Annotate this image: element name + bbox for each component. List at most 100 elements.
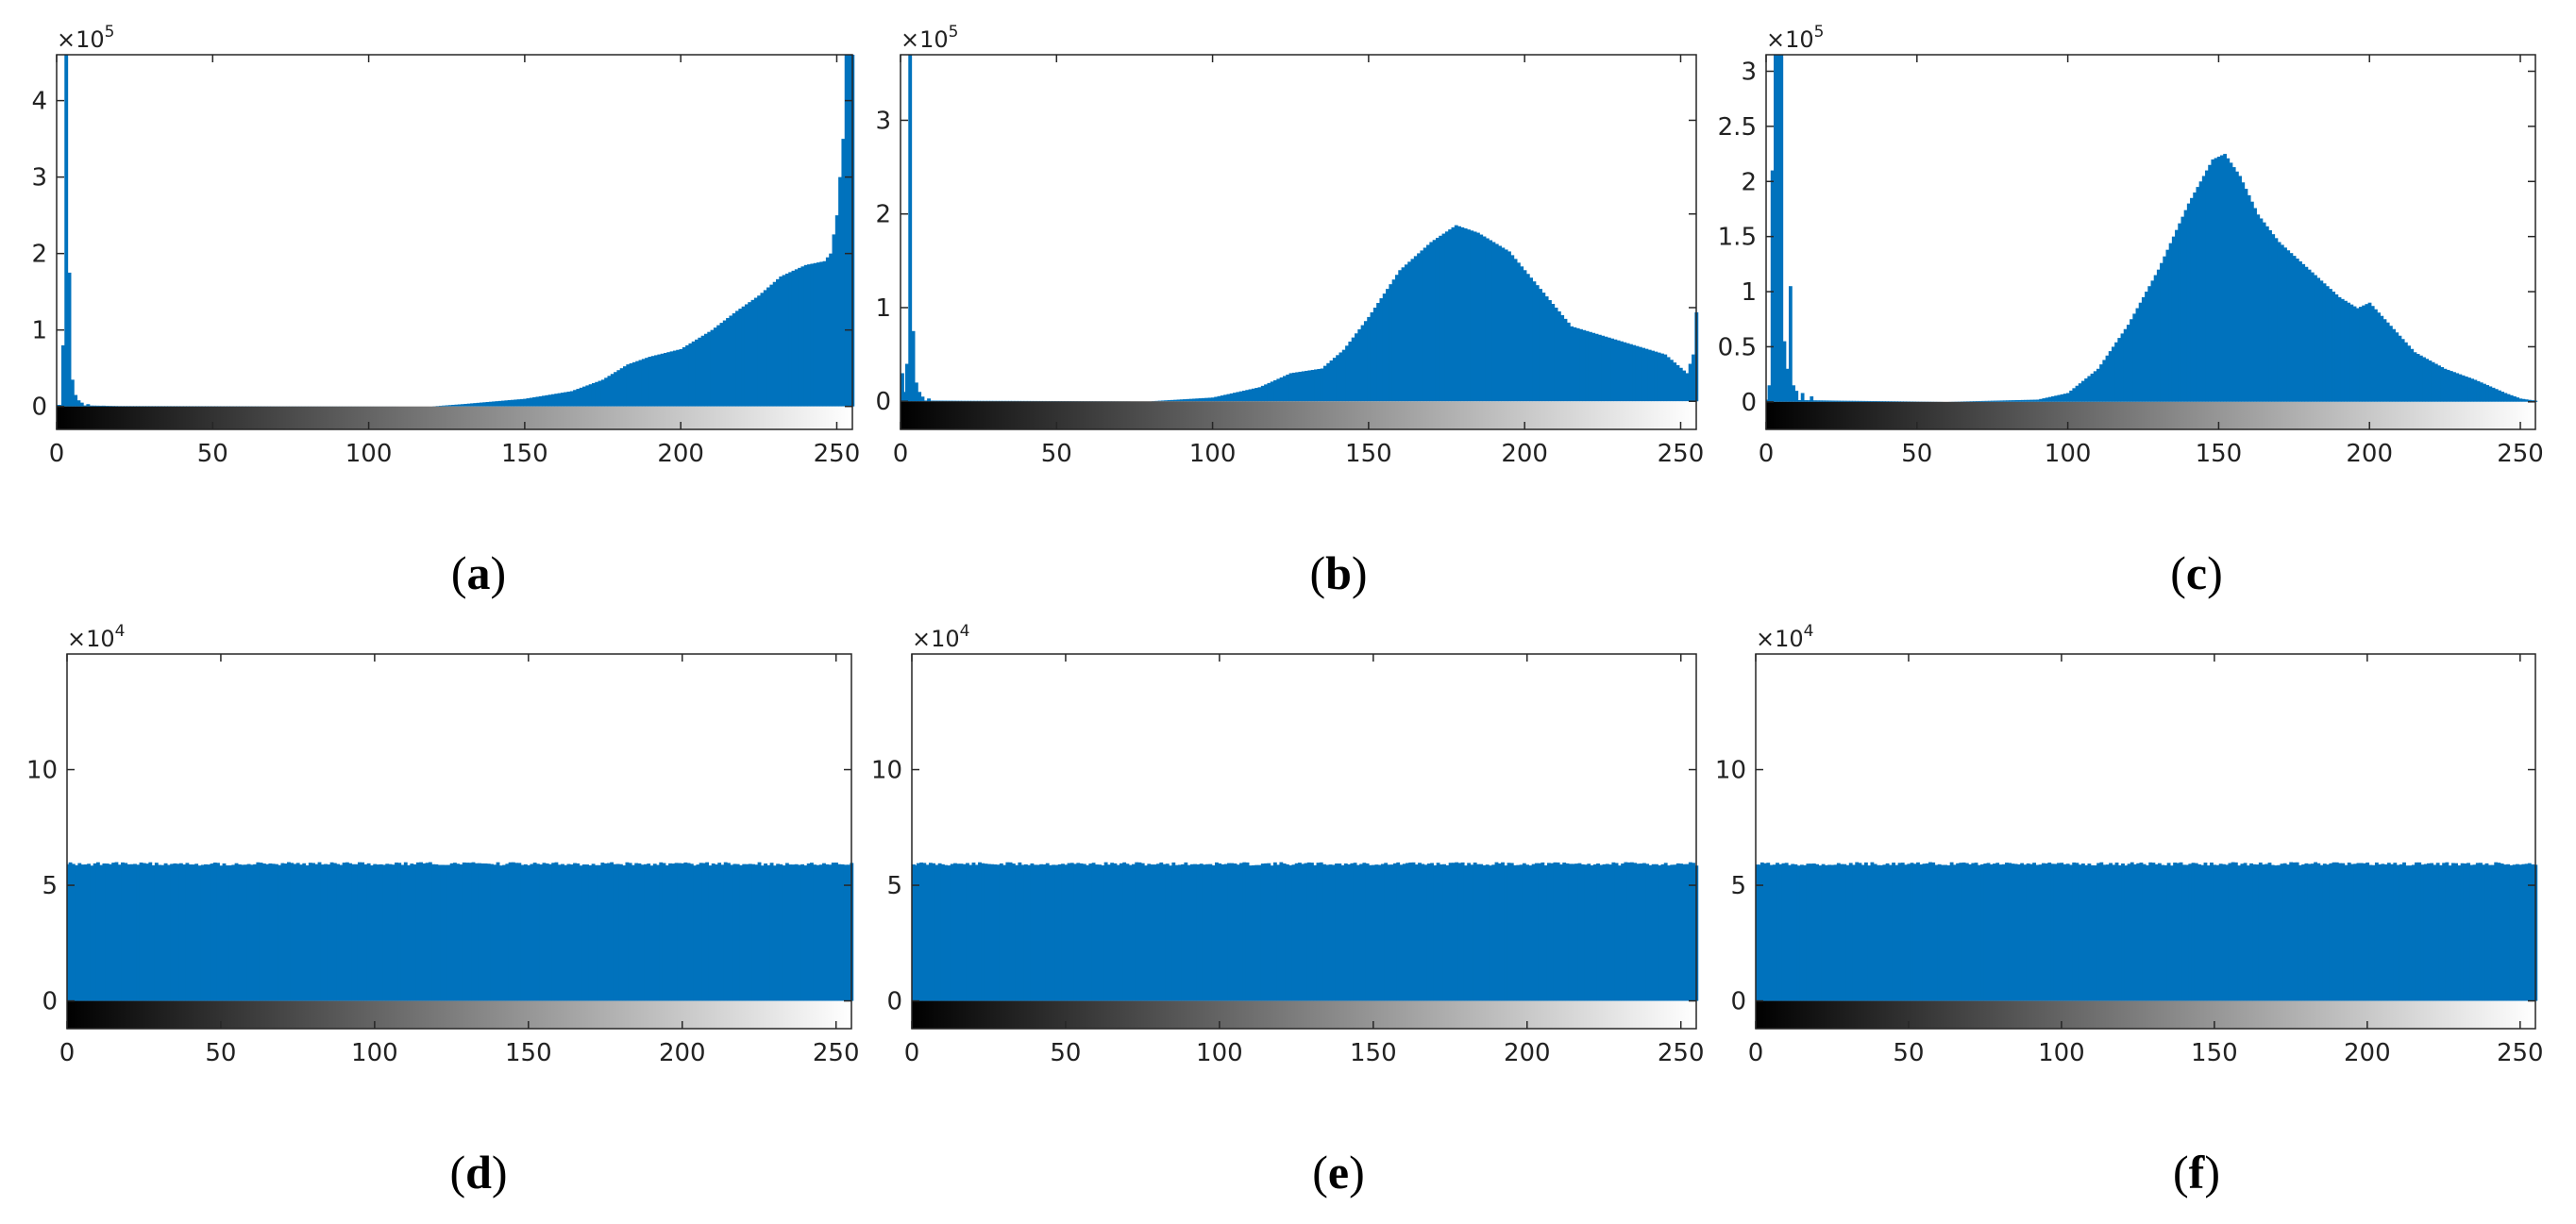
bar	[1355, 864, 1360, 1001]
bar	[2099, 364, 2103, 402]
bar	[2154, 864, 2159, 1001]
bar	[1891, 401, 1895, 402]
y-tick-label: 1	[875, 294, 891, 323]
bar	[2338, 863, 2342, 1001]
bar	[1079, 863, 1084, 1001]
bar	[1818, 400, 1823, 402]
bar	[1270, 381, 1274, 402]
bar	[714, 864, 718, 1001]
bar	[1685, 373, 1690, 402]
bar	[695, 339, 699, 407]
bar	[1590, 864, 1594, 1001]
bar	[841, 139, 846, 407]
bar	[2123, 328, 2128, 402]
bar	[1491, 864, 1496, 1001]
bar	[2036, 399, 2040, 402]
bar	[1647, 349, 1652, 402]
bar	[1188, 398, 1193, 402]
bar	[2301, 864, 2306, 1001]
bar	[2469, 864, 2474, 1001]
bar	[2216, 157, 2221, 402]
bar	[1386, 289, 1389, 402]
bar	[607, 376, 612, 407]
bar	[816, 864, 820, 1001]
bar	[631, 864, 635, 1001]
bar	[1132, 864, 1136, 1001]
bar	[1987, 400, 1992, 402]
bar	[2069, 864, 2073, 1001]
bar	[751, 864, 755, 1001]
bar	[2130, 862, 2134, 1001]
bar	[1404, 264, 1408, 402]
bar	[2081, 380, 2085, 402]
bar	[2102, 864, 2107, 1001]
bar	[1980, 864, 1984, 1001]
bar	[650, 356, 655, 407]
bar	[178, 863, 183, 1001]
bar	[981, 863, 985, 1001]
bar	[463, 403, 468, 407]
bar	[1848, 400, 1853, 402]
bar	[1599, 864, 1604, 1001]
bar	[136, 864, 141, 1001]
bar	[2286, 864, 2290, 1001]
bar	[1144, 865, 1148, 1001]
bar	[2151, 863, 2156, 1001]
bar	[613, 864, 617, 1001]
axes-box	[66, 653, 852, 1030]
bar	[2463, 864, 2467, 1001]
bar	[606, 863, 611, 1001]
bar	[2277, 242, 2281, 402]
bar	[2183, 210, 2188, 402]
x-tick-label: 50	[1901, 440, 1932, 468]
bar	[1353, 863, 1357, 1001]
bar	[2047, 396, 2052, 402]
bar	[2012, 400, 2016, 402]
bar	[1964, 863, 1969, 1001]
bar	[779, 864, 783, 1001]
bar	[1614, 863, 1619, 1001]
bar	[234, 863, 239, 1001]
bar	[2366, 862, 2370, 1001]
bar	[2438, 864, 2443, 1001]
bar	[1357, 328, 1362, 402]
bar	[2221, 864, 2226, 1001]
bar	[2410, 348, 2415, 402]
bar	[1852, 400, 1856, 402]
bar	[713, 327, 717, 407]
bar	[748, 864, 752, 1001]
bar	[1779, 55, 1784, 402]
bar	[1946, 864, 1951, 1001]
bar	[1692, 863, 1695, 1001]
bar	[1470, 864, 1474, 1001]
bar	[2145, 292, 2148, 402]
bar	[1616, 340, 1621, 402]
bar	[1445, 864, 1450, 1001]
bar	[2045, 863, 2048, 1001]
bar	[1347, 864, 1351, 1001]
bar	[1553, 862, 1557, 1001]
bar	[640, 864, 645, 1001]
bar	[228, 864, 232, 1001]
histogram-svg-c: 0 50 100 150 200 250 0 0.5 1 1.5 2 2.5 3 ×105	[1718, 23, 2544, 468]
bar	[581, 864, 586, 1001]
bar	[2382, 319, 2387, 402]
bar	[1267, 382, 1271, 402]
bar	[1580, 864, 1585, 1001]
bar	[1651, 350, 1655, 402]
bar	[2392, 328, 2396, 402]
bar	[2430, 863, 2434, 1001]
bar	[1919, 864, 1924, 1001]
bar	[2509, 394, 2514, 402]
bar	[2179, 862, 2183, 1001]
bar	[1565, 863, 1570, 1001]
bar	[2355, 308, 2360, 402]
bar	[1983, 864, 1988, 1001]
bar	[2188, 864, 2193, 1001]
bar	[2084, 864, 2089, 1001]
bar	[317, 862, 322, 1001]
bar	[2531, 400, 2534, 402]
bar	[2057, 394, 2062, 402]
bar	[1406, 863, 1409, 1001]
bar	[1563, 318, 1568, 402]
